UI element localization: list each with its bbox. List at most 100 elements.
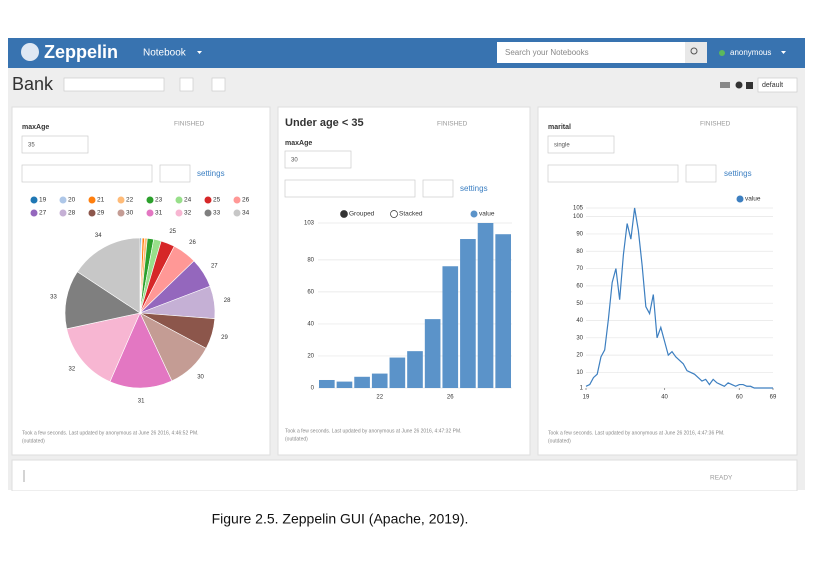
legend-swatch [30,209,38,217]
y-tick-label: 100 [573,214,584,220]
brand[interactable]: Zeppelin [44,42,118,62]
settings-link[interactable]: settings [724,169,752,178]
chart-type-buttons[interactable] [284,179,416,198]
search-placeholder: Search your Notebooks [505,48,589,57]
y-tick-label: 20 [307,354,314,360]
slice-label: 30 [197,374,204,380]
param-input[interactable] [284,150,352,169]
legend-label: 19 [39,197,47,204]
paragraph-status: FINISHED [174,121,205,128]
legend-label: 25 [213,197,221,204]
y-tick-label: 70 [576,266,583,272]
legend-label: value [479,211,495,218]
legend-label: 21 [97,197,105,204]
legend-label: 20 [68,197,76,204]
toolbar-button[interactable] [211,77,226,92]
user-menu[interactable]: anonymous [730,48,771,57]
settings-link[interactable]: settings [197,169,225,178]
y-tick-label: 50 [576,301,583,307]
y-tick-label: 40 [576,318,583,324]
notebook-toolbar [63,77,798,93]
legend-swatch [117,209,125,217]
search-box[interactable] [497,42,685,63]
legend-swatch [204,196,212,204]
shortcut-icon[interactable] [720,82,730,88]
param-value[interactable]: 35 [28,143,35,149]
y-tick-label: 103 [304,221,315,227]
y-tick-label: 10 [576,370,583,376]
y-tick-label: 80 [307,257,314,263]
control-radio[interactable] [390,210,398,218]
legend-label: 29 [97,210,105,217]
param-label: maxAge [22,124,49,131]
param-select[interactable] [547,135,615,154]
settings-link[interactable]: settings [460,184,488,193]
param-input[interactable] [21,135,89,154]
y-tick-label: 60 [307,289,314,295]
notebook-title[interactable]: Bank [12,74,54,94]
control-radio[interactable] [340,210,348,218]
legend-label: 26 [242,197,250,204]
x-tick-label: 26 [447,395,454,401]
lock-icon[interactable] [746,82,753,89]
slice-label: 26 [189,240,196,246]
interpreter-select[interactable] [757,77,798,93]
param-value[interactable]: 30 [291,158,298,164]
y-tick-label: 1 [580,386,584,392]
download-button[interactable] [422,179,454,198]
y-tick-label: 20 [576,353,583,359]
legend-label: 27 [39,210,47,217]
paragraph-footer: Took a few seconds. Last updated by anon… [285,428,462,434]
paragraph-title[interactable]: Under age < 35 [285,117,364,129]
paragraph-footer: Took a few seconds. Last updated by anon… [22,430,199,436]
legend-swatch [175,209,183,217]
logo [21,43,39,61]
download-button[interactable] [685,164,717,183]
x-tick-label: 69 [770,395,777,401]
interpreter-binding[interactable]: default [762,82,783,89]
legend-swatch [736,195,744,203]
status-dot [719,50,725,56]
notebook-menu[interactable]: Notebook [143,48,187,59]
paragraph-status: FINISHED [700,121,731,128]
legend-label: 24 [184,197,192,204]
legend-swatch [88,209,96,217]
y-tick-label: 0 [311,386,315,392]
slice-label: 25 [169,229,176,235]
legend-swatch [233,196,241,204]
param-label: maxAge [285,140,312,147]
chart-type-buttons[interactable] [547,164,679,183]
x-tick-label: 22 [376,395,383,401]
search-button[interactable] [685,42,707,63]
bar [424,319,441,388]
param-value[interactable]: single [554,143,570,149]
bar [477,223,494,388]
bar [389,357,406,388]
toolbar-button[interactable] [179,77,194,92]
chart-type-buttons[interactable] [21,164,153,183]
bar [460,239,476,388]
legend-label: 22 [126,197,134,204]
legend-swatch [146,196,154,204]
pie-slice [76,237,141,314]
legend-label: 34 [242,210,250,217]
slice-label: 29 [221,335,228,341]
download-button[interactable] [159,164,191,183]
param-label: marital [548,124,571,131]
bar [319,379,335,388]
bar [442,266,459,388]
caret [781,51,786,54]
slice-label: 33 [50,294,57,300]
legend-swatch [233,209,241,217]
legend-swatch [117,196,125,204]
settings-icon[interactable] [735,81,743,89]
legend-label: 33 [213,210,221,217]
toolbar-group[interactable] [63,77,165,92]
legend-label: 28 [68,210,76,217]
x-tick-label: 19 [583,395,590,401]
y-tick-label: 30 [576,335,583,341]
pie-slice [109,312,173,389]
slice-label: 28 [224,298,231,304]
paragraph-status: READY [710,475,733,482]
control-label: Stacked [399,211,423,218]
